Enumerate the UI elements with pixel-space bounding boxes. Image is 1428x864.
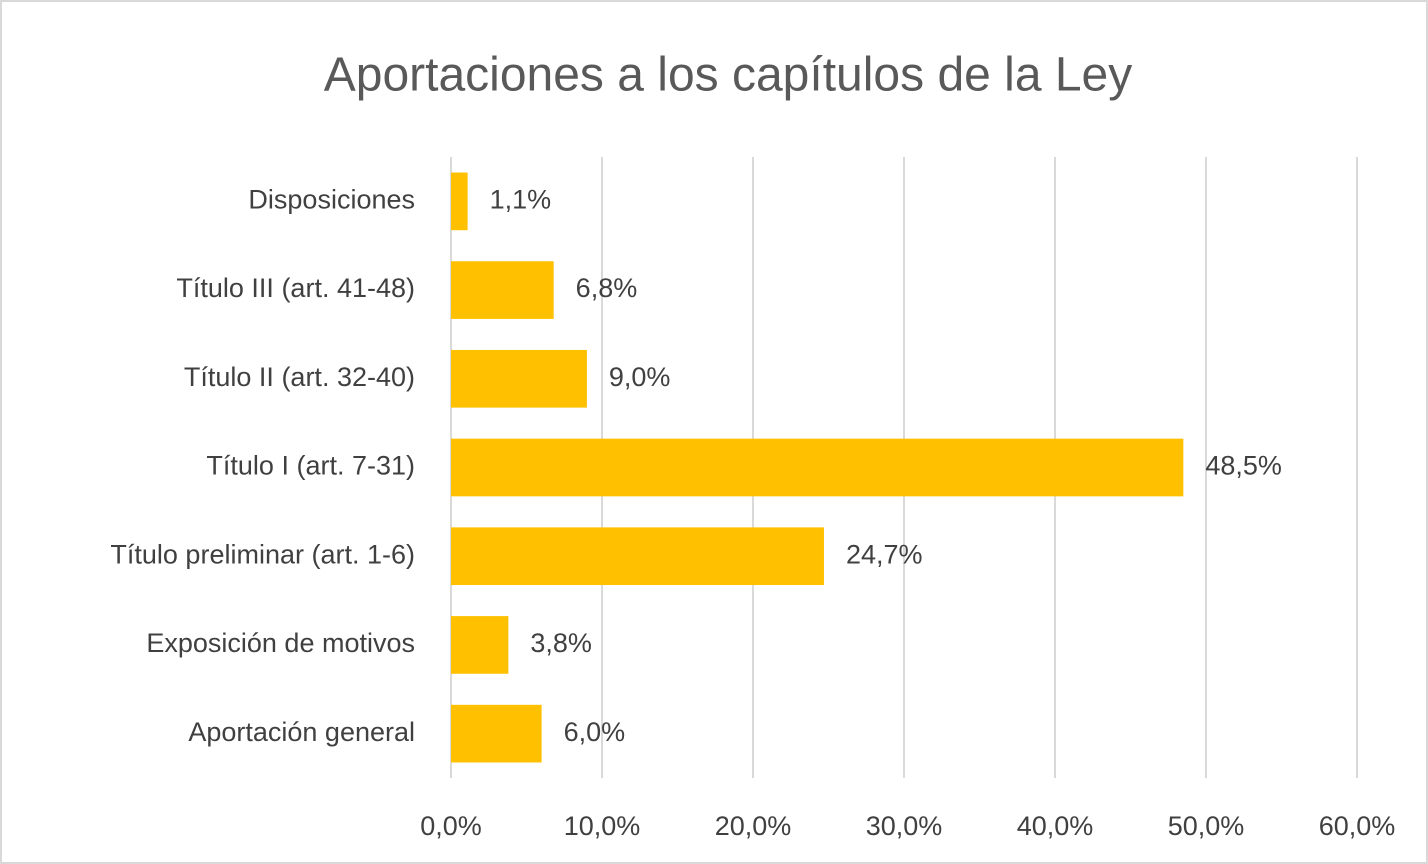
x-tick-label: 40,0% <box>1017 811 1094 841</box>
y-tick-label: Disposiciones <box>248 184 415 214</box>
x-tick-label: 50,0% <box>1168 811 1245 841</box>
value-label: 3,8% <box>530 628 592 658</box>
value-label: 9,0% <box>609 362 671 392</box>
value-label: 24,7% <box>846 539 923 569</box>
bar <box>451 616 509 674</box>
y-tick-label: Título II (art. 32-40) <box>184 362 415 392</box>
x-tick-label: 30,0% <box>866 811 943 841</box>
value-label: 6,0% <box>564 717 626 747</box>
bar <box>451 261 554 319</box>
bar <box>451 438 1184 497</box>
bar <box>451 349 587 408</box>
y-tick-label: Título I (art. 7-31) <box>206 451 415 481</box>
bar <box>451 527 824 586</box>
bar <box>451 172 468 231</box>
chart-title: Aportaciones a los capítulos de la Ley <box>324 49 1133 102</box>
y-tick-label: Título preliminar (art. 1-6) <box>110 539 415 569</box>
x-tick-label: 20,0% <box>715 811 792 841</box>
bar <box>451 704 542 763</box>
value-label: 1,1% <box>490 184 552 214</box>
value-label: 6,8% <box>576 273 638 303</box>
x-tick-label: 0,0% <box>420 811 482 841</box>
x-tick-label: 10,0% <box>564 811 641 841</box>
y-tick-label: Exposición de motivos <box>146 628 415 658</box>
y-tick-label: Título III (art. 41-48) <box>176 273 415 303</box>
value-label: 48,5% <box>1205 451 1282 481</box>
x-tick-label: 60,0% <box>1319 811 1396 841</box>
y-tick-label: Aportación general <box>188 717 415 747</box>
